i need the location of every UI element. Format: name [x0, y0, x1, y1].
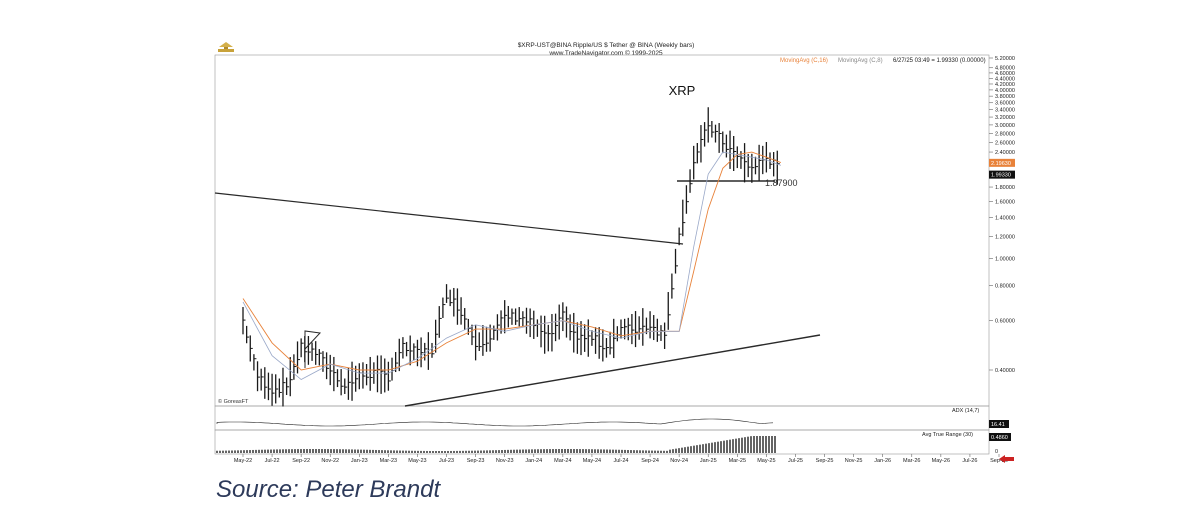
- price-axis-tick-label: 3.20000: [995, 115, 1015, 121]
- atr-value-box: [989, 433, 1011, 441]
- ascending-trendline: [404, 334, 821, 407]
- atr-indicator: Avg True Range (30) 0.4860 0: [216, 432, 1011, 455]
- price-axis-tick-label: 1.60000: [995, 199, 1015, 205]
- time-axis-tick-label: Mar-23: [380, 458, 397, 464]
- price-axis-tick-label: 2.60000: [995, 140, 1015, 146]
- price-axis-tick-label: 4.60000: [995, 71, 1015, 77]
- time-axis-tick-label: May-22: [234, 458, 252, 464]
- scroll-arrow-icon[interactable]: [999, 455, 1014, 463]
- price-axis-tick-label: 3.80000: [995, 94, 1015, 100]
- time-axis-tick-label: Jan-24: [525, 458, 542, 464]
- trendlines: [214, 180, 821, 407]
- time-axis-tick-label: Jul-24: [614, 458, 629, 464]
- time-axis-tick-label: Mar-25: [729, 458, 746, 464]
- price-panel: [214, 54, 990, 407]
- price-axis-tick-label: 4.20000: [995, 82, 1015, 88]
- time-axis-tick-label: Jan-23: [351, 458, 368, 464]
- price-boxes: 2.19630 1.99330: [989, 158, 1015, 179]
- time-axis-tick-label: Jul-22: [265, 458, 280, 464]
- atr-value: 0.4860: [991, 435, 1008, 441]
- price-axis-tick-label: 0.40000: [995, 368, 1015, 374]
- adx-value: 16.41: [991, 422, 1005, 428]
- ma-readout: 6/27/25 03:49 = 1.99330 (0.00000): [893, 58, 986, 64]
- time-axis-tick-label: Sep-26: [990, 458, 1008, 464]
- price-axis: 5.20000 4.800004.600004.400004.200004.000…: [989, 56, 1015, 374]
- time-axis-tick-label: May-26: [932, 458, 950, 464]
- source-caption: Source: Peter Brandt: [216, 476, 441, 503]
- adx-value-box: [989, 420, 1009, 428]
- time-axis-tick-label: May-23: [408, 458, 426, 464]
- time-axis-tick-label: Sep-25: [816, 458, 834, 464]
- price-axis-tick-label: 1.00000: [995, 257, 1015, 263]
- time-axis-tick-label: Nov-24: [670, 458, 688, 464]
- price-axis-tick-label: 4.00000: [995, 88, 1015, 94]
- support-level-label: 1.87900: [765, 178, 798, 188]
- adx-label: ADX (14,7): [952, 408, 979, 414]
- price-axis-tick-label: 3.00000: [995, 123, 1015, 129]
- price-axis-tick-label: 1.80000: [995, 185, 1015, 191]
- time-axis-tick-label: Jul-23: [439, 458, 454, 464]
- chart-header-symbol: $XRP-UST@BINA Ripple/US $ Tether @ BINA …: [518, 42, 695, 49]
- time-axis-tick-label: Jul-26: [962, 458, 977, 464]
- price-axis-tick-label: 4.40000: [995, 76, 1015, 82]
- price-box-label: 1.99330: [991, 173, 1011, 179]
- price-axis-tick-label: 1.40000: [995, 216, 1015, 222]
- ma-fast-label: MovingAvg (C,16): [780, 58, 828, 64]
- price-axis-tick-label: 3.60000: [995, 101, 1015, 107]
- time-axis-tick-label: Sep-23: [467, 458, 485, 464]
- price-box: [989, 158, 1015, 167]
- atr-panel: [214, 429, 990, 455]
- price-axis-tick-label: 0.80000: [995, 284, 1015, 290]
- chart-title: XRP: [669, 83, 696, 98]
- time-axis-tick-label: Jul-25: [788, 458, 803, 464]
- price-axis-tick-label: 0.60000: [995, 319, 1015, 325]
- time-axis-tick-label: Jan-25: [700, 458, 717, 464]
- ma-fast-line: [242, 151, 782, 371]
- time-axis-tick-label: Nov-22: [321, 458, 339, 464]
- time-axis: May-22 Jul-22 Sep-22 Nov-22 Jan-23 Mar-23 May-…: [234, 454, 1008, 464]
- price-axis-tick-label: 4.80000: [995, 66, 1015, 72]
- time-axis-tick-label: Sep-24: [641, 458, 659, 464]
- atr-zero-label: 0: [995, 449, 998, 455]
- annotations: XRP 1.87900: [669, 83, 798, 188]
- time-axis-tick-label: Jan-26: [874, 458, 891, 464]
- price-axis-tick-label: 1.20000: [995, 234, 1015, 240]
- chart-header-copyright: www.TradeNavigator.com © 1999-2025: [548, 49, 663, 57]
- adx-indicator: ADX (14,7) 16.41: [216, 408, 1009, 428]
- price-bars: [242, 107, 780, 407]
- price-box-label: 2.19630: [991, 161, 1011, 167]
- atr-label: Avg True Range (30): [922, 432, 973, 438]
- time-axis-tick-label: Mar-26: [903, 458, 920, 464]
- descending-trendline: [214, 192, 684, 245]
- time-axis-tick-label: May-25: [757, 458, 775, 464]
- time-axis-tick-label: May-24: [583, 458, 601, 464]
- time-axis-tick-label: Sep-22: [292, 458, 310, 464]
- price-axis-tick-label: 2.40000: [995, 150, 1015, 156]
- ma-slow-label: MovingAvg (C,8): [838, 58, 883, 64]
- watermark: © GoreasFT: [218, 398, 249, 405]
- price-box: [989, 170, 1015, 179]
- price-axis-tick-label: 5.20000: [995, 56, 1015, 62]
- time-axis-tick-label: Nov-23: [496, 458, 514, 464]
- price-axis-tick-label: 2.80000: [995, 131, 1015, 137]
- time-axis-tick-label: Mar-24: [554, 458, 571, 464]
- tradenavigator-logo-icon: [218, 42, 234, 52]
- adx-line: [216, 418, 774, 427]
- adx-panel: [214, 405, 990, 431]
- ma-slow-line: [242, 151, 782, 380]
- time-axis-tick-label: Nov-25: [845, 458, 863, 464]
- price-axis-tick-label: 3.40000: [995, 108, 1015, 114]
